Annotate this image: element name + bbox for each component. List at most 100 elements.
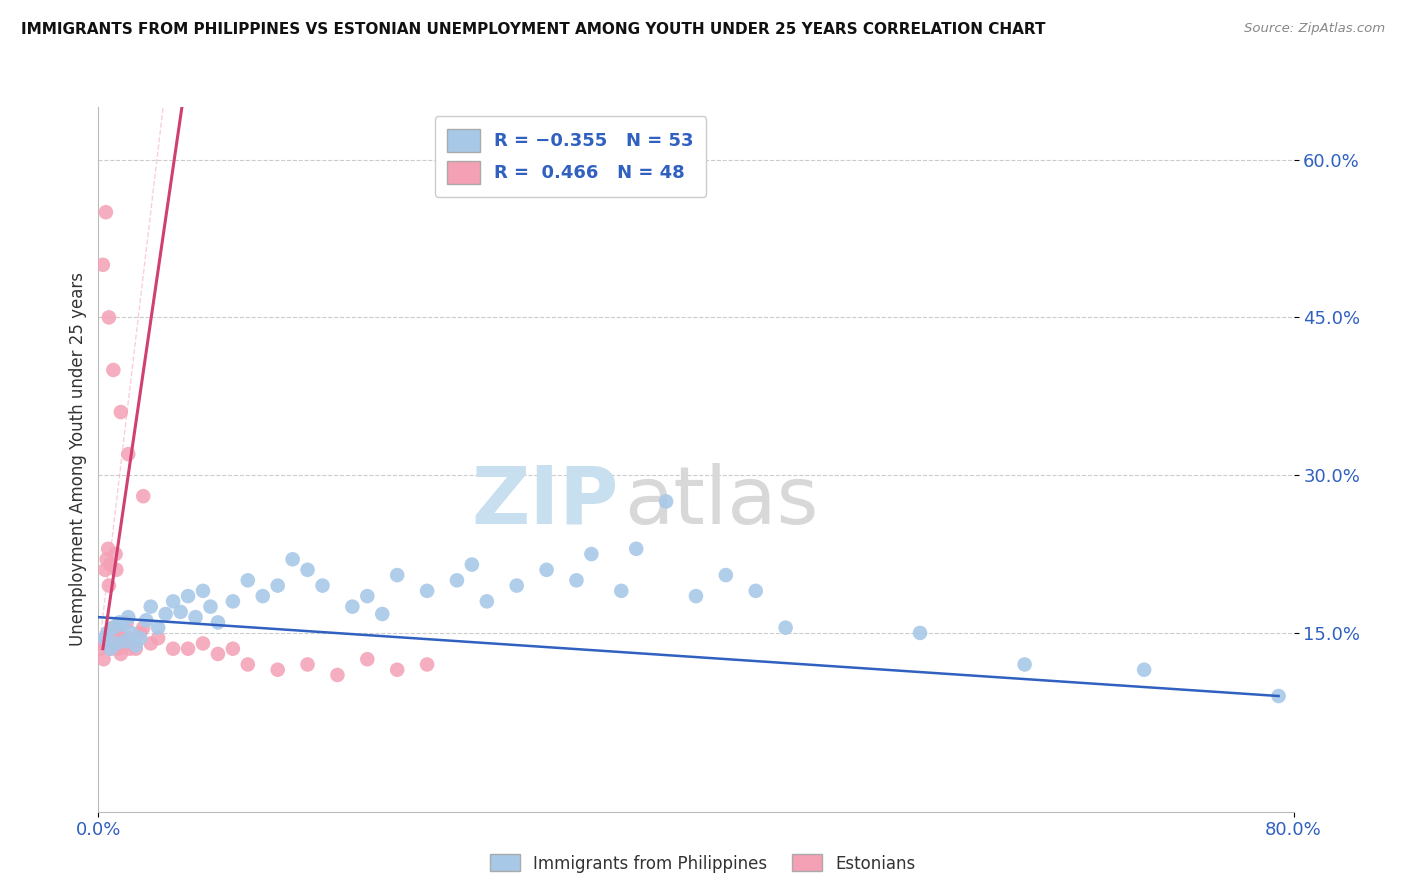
Text: Source: ZipAtlas.com: Source: ZipAtlas.com [1244,22,1385,36]
Point [117,631,139,645]
Point [96,626,118,640]
Point [714,568,737,582]
Point [94,205,117,219]
Point [356,589,378,603]
Point [162,594,184,608]
Point [775,621,797,635]
Point [120,626,142,640]
Point [236,574,259,588]
Point [96,552,118,566]
Point [118,641,141,656]
Legend: R = −0.355   N = 53, R =  0.466   N = 48: R = −0.355 N = 53, R = 0.466 N = 48 [434,116,706,197]
Point [252,589,274,603]
Point [117,447,139,461]
Point [155,607,177,621]
Point [297,657,319,672]
Legend: Immigrants from Philippines, Estonians: Immigrants from Philippines, Estonians [484,847,922,880]
Point [1014,657,1036,672]
Point [385,663,409,677]
Point [191,636,214,650]
Point [108,615,131,630]
Point [93,652,115,666]
Point [98,558,122,572]
Point [110,405,132,419]
Point [267,663,290,677]
Point [139,599,162,614]
Point [685,589,707,603]
Point [267,578,290,592]
Point [326,668,349,682]
Point [148,621,170,635]
Point [148,631,170,645]
Text: IMMIGRANTS FROM PHILIPPINES VS ESTONIAN UNEMPLOYMENT AMONG YOUTH UNDER 25 YEARS : IMMIGRANTS FROM PHILIPPINES VS ESTONIAN … [21,22,1046,37]
Point [114,634,136,648]
Y-axis label: Unemployment Among Youth under 25 years: Unemployment Among Youth under 25 years [69,272,87,647]
Point [125,641,148,656]
Point [342,599,364,614]
Point [94,563,117,577]
Point [311,578,333,592]
Point [111,631,134,645]
Point [191,583,214,598]
Point [91,636,114,650]
Point [506,578,529,592]
Point [184,610,207,624]
Point [135,613,157,627]
Point [371,607,394,621]
Point [475,594,498,608]
Point [416,657,439,672]
Point [120,636,142,650]
Point [281,552,304,566]
Point [103,363,125,377]
Point [177,589,200,603]
Point [162,641,184,656]
Point [132,621,155,635]
Point [91,258,114,272]
Point [132,489,155,503]
Point [356,652,378,666]
Point [105,636,128,650]
Point [114,634,136,648]
Point [177,641,200,656]
Text: atlas: atlas [624,463,818,541]
Point [1133,663,1156,677]
Point [139,636,162,650]
Point [111,617,134,632]
Point [108,628,131,642]
Point [565,574,588,588]
Point [908,626,931,640]
Point [97,310,120,325]
Point [115,615,138,630]
Point [100,641,122,656]
Point [655,494,678,508]
Point [207,647,229,661]
Point [610,583,633,598]
Point [581,547,603,561]
Point [117,610,139,624]
Point [104,547,127,561]
Point [112,639,135,653]
Point [222,594,245,608]
Point [626,541,648,556]
Point [103,621,125,635]
Point [110,647,132,661]
Point [129,626,152,640]
Point [104,636,127,650]
Point [385,568,409,582]
Point [169,605,191,619]
Point [222,641,245,656]
Point [101,631,124,645]
Point [90,641,112,656]
Point [416,583,439,598]
Point [97,578,120,592]
Point [105,563,128,577]
Point [236,657,259,672]
Point [125,639,148,653]
Point [745,583,768,598]
Point [446,574,468,588]
Point [103,621,125,635]
Point [97,541,120,556]
Point [536,563,558,577]
Point [93,631,115,645]
Point [98,641,122,656]
